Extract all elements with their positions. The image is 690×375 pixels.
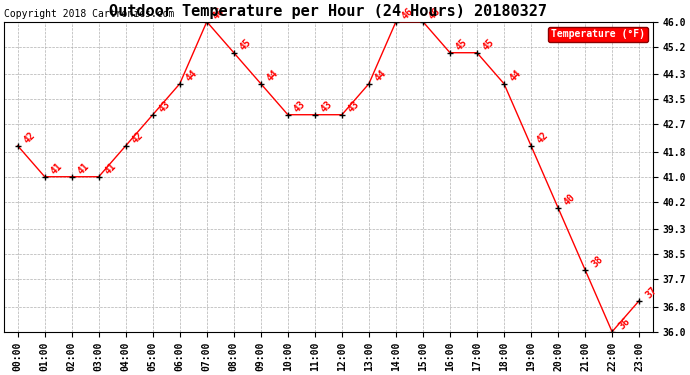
Text: 37: 37 (643, 285, 659, 300)
Text: 44: 44 (265, 68, 280, 83)
Text: 46: 46 (400, 6, 415, 21)
Text: 46: 46 (427, 6, 442, 21)
Text: 45: 45 (454, 37, 469, 52)
Text: 44: 44 (508, 68, 524, 83)
Text: 42: 42 (130, 130, 146, 145)
Text: 43: 43 (292, 99, 308, 114)
Text: 41: 41 (49, 160, 64, 176)
Text: 40: 40 (562, 192, 578, 207)
Text: 45: 45 (238, 37, 253, 52)
Text: 44: 44 (184, 68, 199, 83)
Title: Outdoor Temperature per Hour (24 Hours) 20180327: Outdoor Temperature per Hour (24 Hours) … (110, 4, 547, 19)
Text: 38: 38 (589, 254, 604, 269)
Text: 43: 43 (319, 99, 335, 114)
Legend: Temperature (°F): Temperature (°F) (548, 27, 648, 42)
Text: 45: 45 (481, 37, 497, 52)
Text: Copyright 2018 Cartronics.com: Copyright 2018 Cartronics.com (4, 9, 175, 19)
Text: 41: 41 (103, 160, 118, 176)
Text: 43: 43 (157, 99, 172, 114)
Text: 36: 36 (616, 316, 631, 331)
Text: 42: 42 (535, 130, 551, 145)
Text: 43: 43 (346, 99, 362, 114)
Text: 42: 42 (22, 130, 37, 145)
Text: 46: 46 (211, 6, 226, 21)
Text: 44: 44 (373, 68, 388, 83)
Text: 41: 41 (76, 160, 91, 176)
